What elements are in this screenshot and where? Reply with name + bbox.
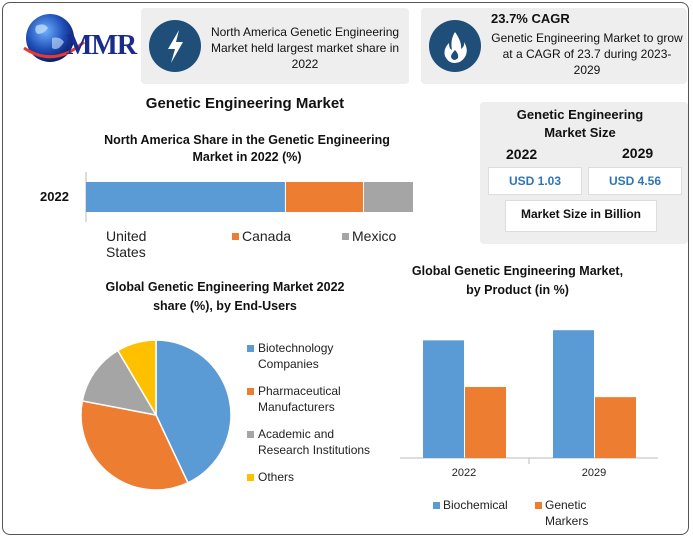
chart3-bar-biochemical-2029 xyxy=(553,330,594,458)
logo: MMR xyxy=(14,8,144,68)
market-size-year-2029: 2029 xyxy=(622,145,654,161)
chart2-legend-label-academic-and-research-institutions: Academic and Research Institutions xyxy=(258,427,371,457)
chart2-slice-biotechnology-companies xyxy=(155,339,232,484)
cagr-title: 23.7% CAGR xyxy=(491,11,570,26)
chart1-legend-swatch-mexico xyxy=(342,233,349,240)
market-size-footer: Market Size in Billion xyxy=(505,200,657,232)
market-size-value-2022: USD 1.03 xyxy=(488,167,582,195)
header-card-share: North America Genetic Engineering Market… xyxy=(141,8,409,84)
chart2-legend-swatch-biotechnology-companies xyxy=(247,345,254,352)
chart2-legend-swatch-academic-and-research-institutions xyxy=(247,431,254,438)
main-title: Genetic Engineering Market xyxy=(145,95,345,112)
chart2-slice-others xyxy=(116,339,157,418)
chart1-title: North America Share in the Genetic Engin… xyxy=(104,133,390,164)
chart3-category-label-2029: 2029 xyxy=(582,467,606,479)
chart1-legend-label-mexico: Mexico xyxy=(352,228,397,244)
flame-icon xyxy=(429,20,481,72)
globe-icon xyxy=(23,14,85,62)
lightning-icon xyxy=(149,20,201,72)
chart1-legend-swatch-canada xyxy=(232,233,239,240)
chart2-legend-swatch-pharmaceutical-manufacturers xyxy=(247,388,254,395)
header-card-cagr: 23.7% CAGR Genetic Engineering Market to… xyxy=(421,8,687,84)
chart3-legend-swatch-biochemical xyxy=(433,502,440,509)
chart1-bar-canada xyxy=(285,182,364,212)
market-size-panel: Genetic Engineering Market Size 2022 202… xyxy=(480,102,688,244)
cagr-text: Genetic Engineering Market to grow at a … xyxy=(491,31,683,77)
chart1-legend-label-united-states: United States xyxy=(106,228,147,260)
chart2-legend-swatch-others xyxy=(247,474,254,481)
chart1-category-label: 2022 xyxy=(40,189,69,204)
chart2-legend-label-others: Others xyxy=(258,470,295,484)
chart1-legend-label-canada: Canada xyxy=(242,228,292,244)
chart2-legend-label-biotechnology-companies: Biotechnology Companies xyxy=(258,341,334,371)
chart1-stacked-bar xyxy=(85,172,413,222)
chart2-slice-academic-and-research-institutions xyxy=(81,349,158,417)
chart3-bar-genetic-markers-2029 xyxy=(595,397,636,458)
chart3-legend-swatch-genetic-markers xyxy=(535,502,542,509)
market-size-title: Genetic Engineering Market Size xyxy=(516,107,644,140)
chart2-slice-pharmaceutical-manufacturers xyxy=(80,400,189,491)
header-card-share-text: North America Genetic Engineering Market… xyxy=(210,25,400,71)
chart3-legend-label-genetic-markers: Genetic Markers xyxy=(545,498,589,528)
chart3-bar-genetic-markers-2022 xyxy=(465,387,506,458)
market-size-year-2022: 2022 xyxy=(506,146,538,162)
chart3-bar-biochemical-2022 xyxy=(423,340,464,458)
chart2-title: Global Genetic Engineering Market 2022 s… xyxy=(105,280,345,313)
chart1-bar-united-states xyxy=(86,182,285,212)
chart3-legend-label-biochemical: Biochemical xyxy=(443,498,508,512)
market-size-value-2029: USD 4.56 xyxy=(588,167,682,195)
chart3-category-label-2022: 2022 xyxy=(452,467,476,479)
chart2-legend-label-pharmaceutical-manufacturers: Pharmaceutical Manufacturers xyxy=(258,384,341,414)
chart1-bar-mexico xyxy=(364,182,413,212)
chart2-pie xyxy=(80,339,232,491)
logo-text: MMR xyxy=(66,30,137,61)
chart3-title: Global Genetic Engineering Market, by Pr… xyxy=(411,264,624,297)
